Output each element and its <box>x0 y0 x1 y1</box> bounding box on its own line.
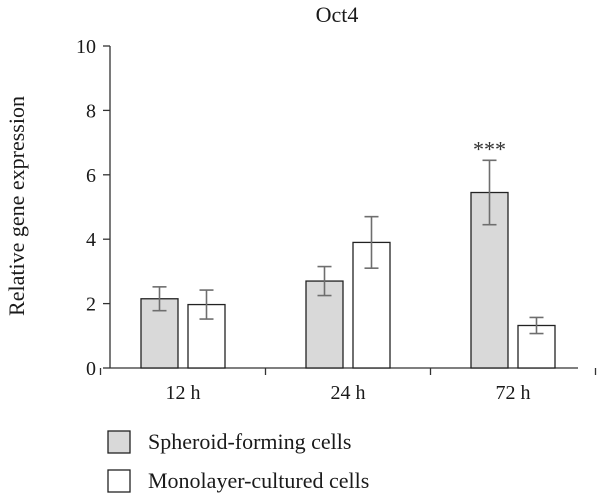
x-tick-label: 24 h <box>331 382 366 404</box>
significance-annotation: *** <box>473 136 506 161</box>
y-tick-label: 4 <box>86 229 96 251</box>
axes: 0 2 4 6 8 10 12 h 24 h 72 h <box>76 36 597 404</box>
chart-title: Oct4 <box>316 2 359 27</box>
legend-label: Monolayer-cultured cells <box>148 468 369 493</box>
y-axis-label: Relative gene expression <box>4 96 29 316</box>
legend-swatch <box>107 469 131 493</box>
legend-label: Spheroid-forming cells <box>148 429 351 454</box>
bars: *** <box>140 136 556 369</box>
legend: Spheroid-forming cells Monolayer-cultured… <box>107 429 369 493</box>
x-tick-label: 12 h <box>166 382 201 404</box>
y-tick-label: 10 <box>76 36 96 58</box>
y-tick-label: 6 <box>86 165 96 187</box>
y-tick-label: 0 <box>86 358 96 380</box>
x-tick-label: 72 h <box>496 382 531 404</box>
legend-swatch <box>107 430 131 454</box>
y-tick-label: 2 <box>86 294 96 316</box>
y-tick-label: 8 <box>86 100 96 122</box>
